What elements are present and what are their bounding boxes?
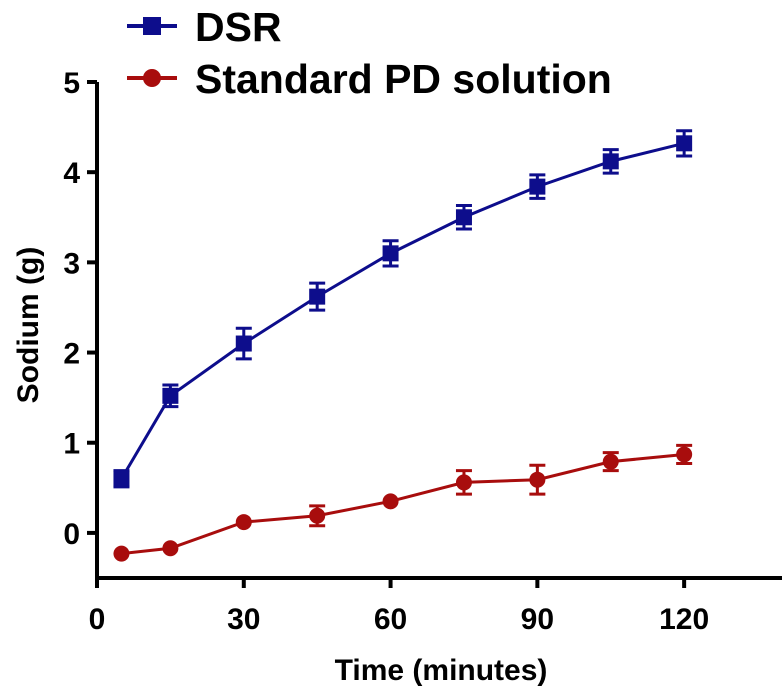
x-tick-label: 60 xyxy=(374,603,407,636)
data-point xyxy=(529,178,546,195)
data-point xyxy=(529,471,546,488)
x-tick-label: 90 xyxy=(521,603,554,636)
y-tick-label: 5 xyxy=(63,67,80,100)
data-point xyxy=(235,514,252,531)
data-point xyxy=(602,453,619,470)
y-tick-label: 4 xyxy=(63,157,80,190)
legend-marker xyxy=(143,69,161,87)
y-tick-label: 0 xyxy=(63,518,80,551)
data-point xyxy=(602,153,619,170)
x-tick-label: 120 xyxy=(659,603,709,636)
data-point xyxy=(235,335,252,352)
data-point xyxy=(113,470,130,487)
series-line xyxy=(120,141,685,480)
data-point xyxy=(162,540,179,557)
data-point xyxy=(309,288,326,305)
data-point xyxy=(676,446,693,463)
y-tick-label: 1 xyxy=(63,428,80,461)
legend-marker xyxy=(143,17,161,35)
x-tick-label: 0 xyxy=(89,603,106,636)
legend: DSR Standard PD solution xyxy=(127,4,612,102)
series-line xyxy=(121,452,685,556)
data-point xyxy=(455,474,472,491)
data-point xyxy=(382,245,399,262)
series-1 xyxy=(113,443,693,562)
legend-item-0: DSR xyxy=(127,4,282,50)
y-tick-label: 3 xyxy=(63,247,80,280)
data-point xyxy=(113,545,130,562)
axes: 0 30 60 90 120 0 1 2 3 4 5 xyxy=(63,67,782,636)
data-point xyxy=(382,493,399,510)
x-tick-label: 30 xyxy=(227,603,260,636)
legend-label: Standard PD solution xyxy=(195,56,612,102)
data-point xyxy=(676,135,693,152)
data-point xyxy=(309,507,326,524)
x-axis-title: Time (minutes) xyxy=(335,654,548,687)
data-point xyxy=(455,209,472,226)
legend-item-1: Standard PD solution xyxy=(127,56,612,102)
legend-label: DSR xyxy=(195,4,282,50)
series-0 xyxy=(113,129,693,489)
y-axis-title: Sodium (g) xyxy=(12,247,45,404)
series-layer xyxy=(113,129,693,562)
y-tick-label: 2 xyxy=(63,338,80,371)
data-point xyxy=(162,387,179,404)
